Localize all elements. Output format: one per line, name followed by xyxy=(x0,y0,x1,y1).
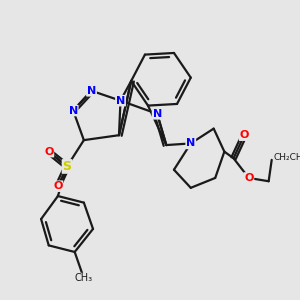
Text: O: O xyxy=(244,173,254,183)
Text: S: S xyxy=(63,160,72,173)
Text: CH₂CH₃: CH₂CH₃ xyxy=(274,153,300,162)
Text: N: N xyxy=(152,109,162,119)
Text: N: N xyxy=(68,106,78,116)
Text: N: N xyxy=(186,138,195,148)
Text: CH₃: CH₃ xyxy=(75,273,93,283)
Text: N: N xyxy=(87,86,96,96)
Text: N: N xyxy=(116,96,125,106)
Text: O: O xyxy=(239,130,249,140)
Text: O: O xyxy=(53,181,63,191)
Text: O: O xyxy=(44,147,53,157)
